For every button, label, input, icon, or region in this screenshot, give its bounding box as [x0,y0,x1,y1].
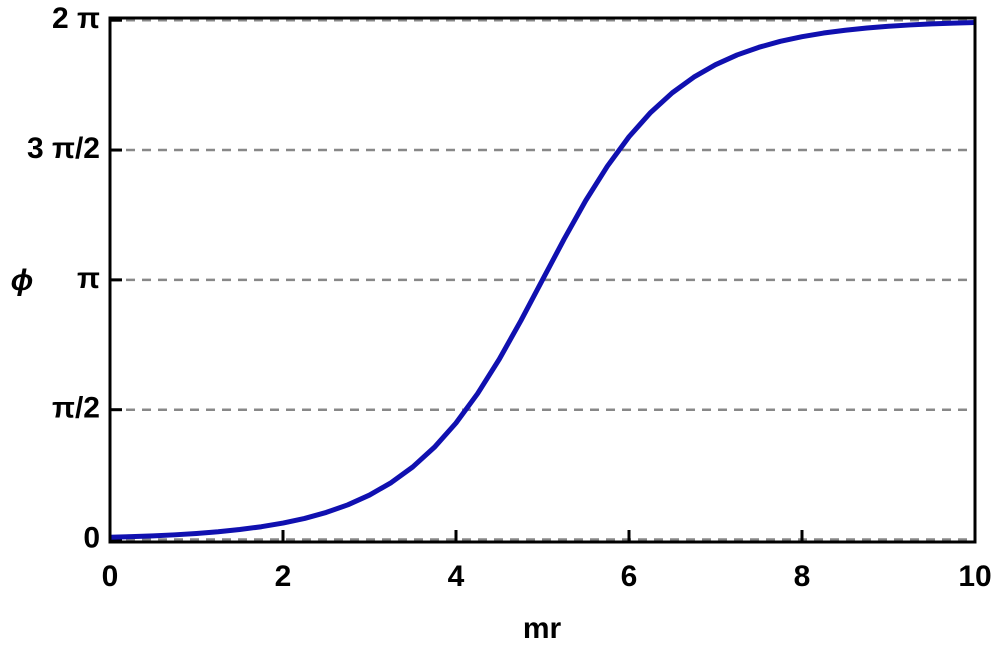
x-tick-label: 6 [621,560,638,593]
y-tick-label: 3 π/2 [27,132,100,165]
y-axis-label: ϕ [11,264,34,297]
x-tick-label: 10 [958,560,991,593]
plot-frame [108,16,977,544]
x-tick-label: 4 [448,560,465,593]
x-tick-label: 8 [794,560,811,593]
x-tick-label: 0 [102,560,119,593]
y-tick-label: π/2 [52,392,100,425]
x-tick-label: 2 [275,560,292,593]
y-tick-label: 0 [83,521,100,554]
data-line [109,19,976,540]
x-axis-label: mr [523,612,562,645]
y-tick-label: π [77,262,100,295]
y-tick-label: 2 π [52,2,100,35]
